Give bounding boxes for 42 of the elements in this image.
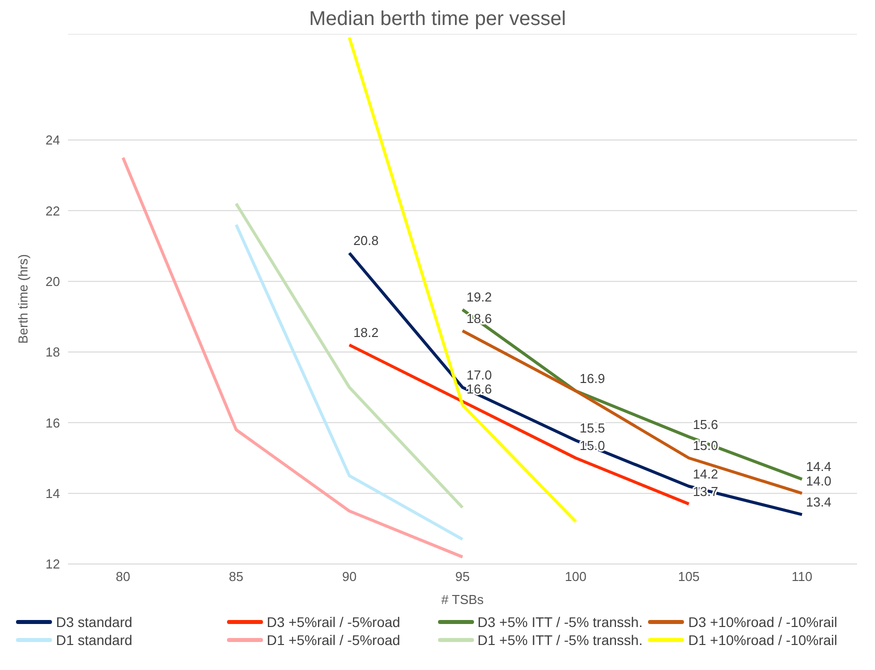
legend-label: D1 +5% ITT / -5% transsh. — [478, 632, 643, 648]
y-tick-label: 14 — [46, 486, 60, 501]
legend-label: D3 +5%rail / -5%road — [266, 614, 400, 630]
data-label: 16.9 — [580, 370, 605, 386]
data-label: 16.6 — [466, 381, 492, 396]
x-tick-label: 105 — [678, 569, 700, 584]
line-series — [122, 156, 464, 558]
data-label: 15.6 — [692, 416, 718, 432]
legend-label: D3 standard — [56, 614, 132, 630]
data-label: 13.4 — [806, 494, 832, 510]
y-tick-label: 22 — [46, 203, 60, 218]
x-tick-label: 90 — [342, 569, 357, 584]
data-label: 19.2 — [466, 290, 492, 305]
y-tick-label: 24 — [46, 132, 60, 148]
y-tick-label: 18 — [46, 344, 60, 360]
chart-title: Median berth time per vessel — [308, 8, 567, 32]
data-label: 14.2 — [692, 466, 718, 482]
x-tick-label: 100 — [564, 569, 587, 584]
data-label: 20.8 — [353, 233, 379, 248]
data-label: 14.0 — [806, 473, 832, 488]
data-label: 15.5 — [580, 420, 605, 436]
x-tick-label: 80 — [116, 569, 130, 584]
y-tick-label: 20 — [46, 274, 60, 289]
data-label: 18.2 — [353, 324, 379, 340]
data-label: 14.4 — [806, 459, 832, 474]
legend-label: D1 standard — [56, 632, 132, 648]
x-axis-title: # TSBs — [441, 592, 484, 607]
legend-label: D3 +10%road / -10%rail — [688, 614, 838, 630]
x-tick-label: 110 — [792, 569, 812, 584]
line-series — [348, 252, 804, 516]
data-label: 17.0 — [466, 367, 492, 382]
y-tick-label: 12 — [46, 556, 60, 572]
line-series — [348, 343, 690, 506]
legend-label: D3 +5% ITT / -5% transsh. — [478, 614, 643, 630]
x-tick-label: 95 — [455, 569, 470, 584]
y-axis-title: Berth time (hrs) — [16, 254, 31, 344]
y-tick-label: 16 — [46, 415, 60, 430]
line-series — [461, 329, 804, 495]
legend-label: D1 +10%road / -10%rail — [688, 632, 838, 648]
legend-label: D1 +5%rail / -5%road — [266, 632, 400, 648]
line-series — [461, 308, 804, 481]
x-tick-label: 85 — [228, 569, 244, 584]
